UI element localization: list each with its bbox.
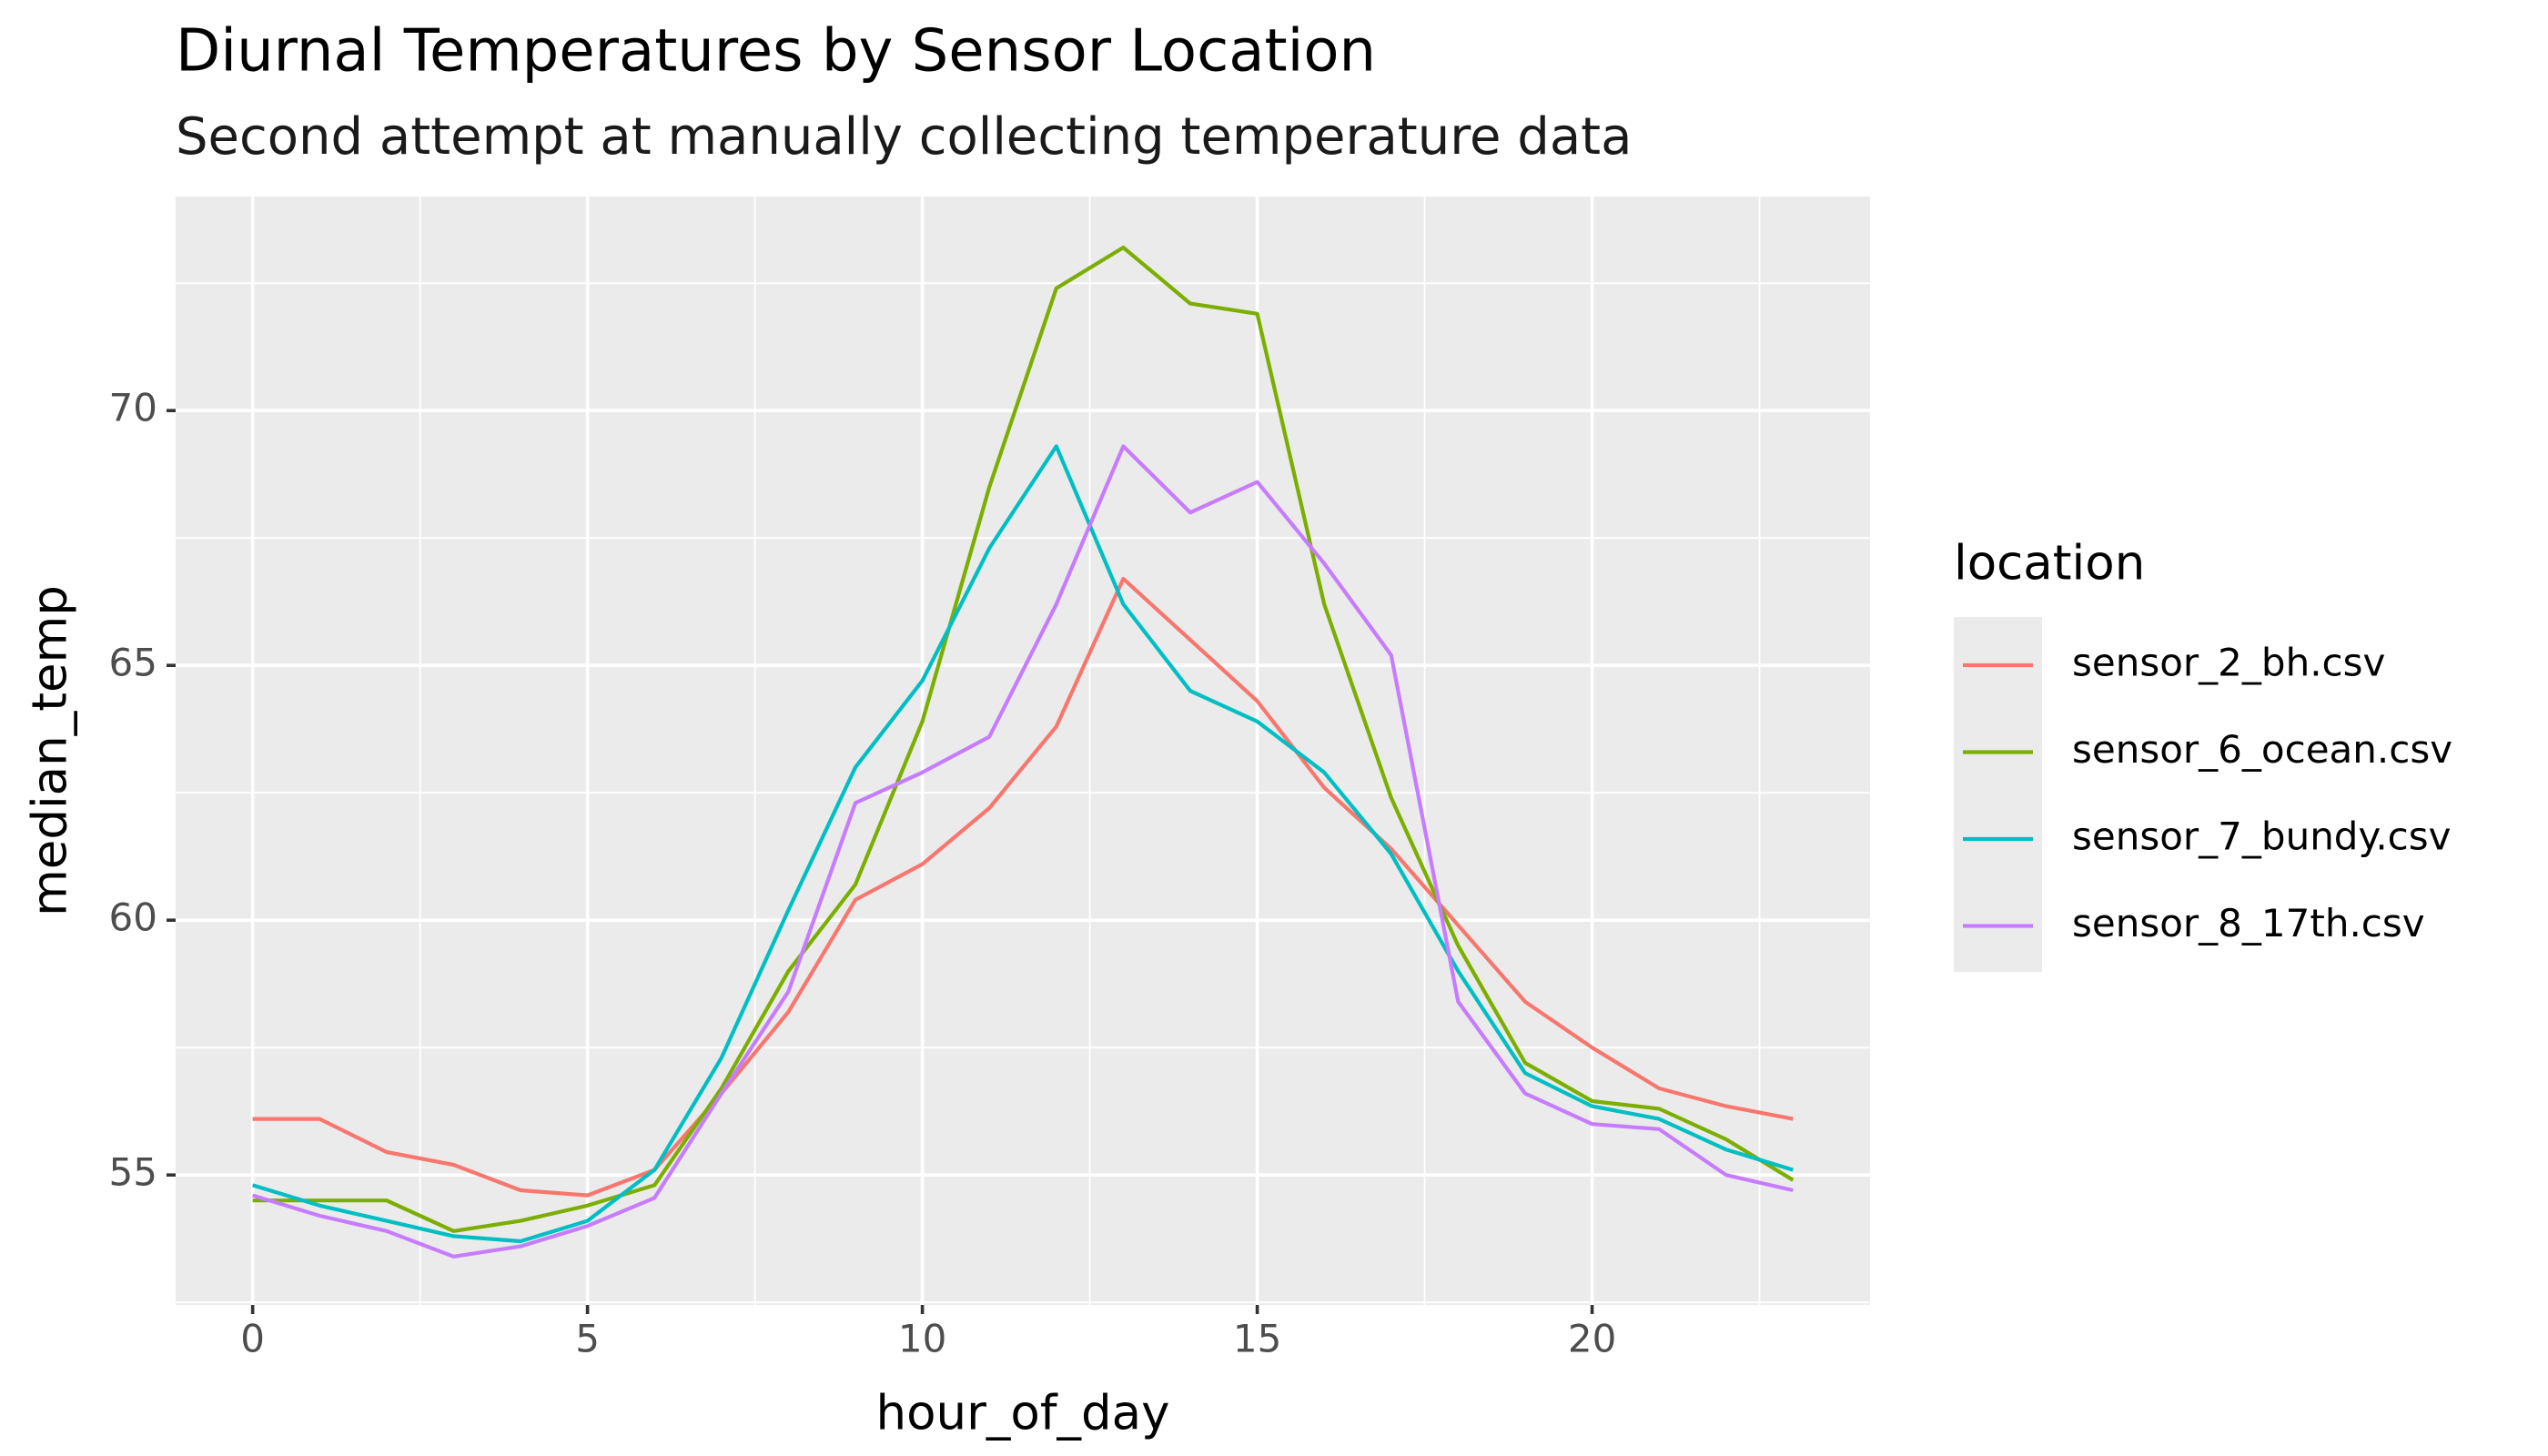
series-line [252, 576, 1794, 1198]
x-axis-title: hour_of_day [876, 1386, 1170, 1441]
legend-key-background [1954, 617, 2042, 972]
legend-label: sensor_8_17th.csv [2072, 901, 2425, 945]
y-tick-label: 60 [109, 895, 157, 940]
y-tick-label: 70 [109, 386, 157, 430]
series-line [252, 245, 1795, 1233]
y-tick-label: 65 [109, 641, 157, 685]
series-line [252, 444, 1794, 1244]
y-axis-title: median_temp [23, 585, 78, 916]
x-tick-label: 10 [898, 1317, 946, 1361]
series-line [252, 444, 1794, 1259]
x-tick-label: 0 [240, 1317, 265, 1361]
x-tick-label: 5 [575, 1317, 600, 1361]
chart-subtitle: Second attempt at manually collecting te… [176, 107, 1632, 167]
legend-label: sensor_2_bh.csv [2072, 641, 2385, 685]
legend-label: sensor_6_ocean.csv [2072, 727, 2452, 772]
x-tick-label: 20 [1568, 1317, 1616, 1361]
y-tick-label: 55 [109, 1150, 157, 1195]
x-tick-label: 15 [1233, 1317, 1281, 1361]
legend-title: location [1954, 536, 2145, 592]
legend-label: sensor_7_bundy.csv [2072, 814, 2452, 859]
panel [176, 197, 1870, 1305]
chart-title: Diurnal Temperatures by Sensor Location [176, 18, 1376, 86]
